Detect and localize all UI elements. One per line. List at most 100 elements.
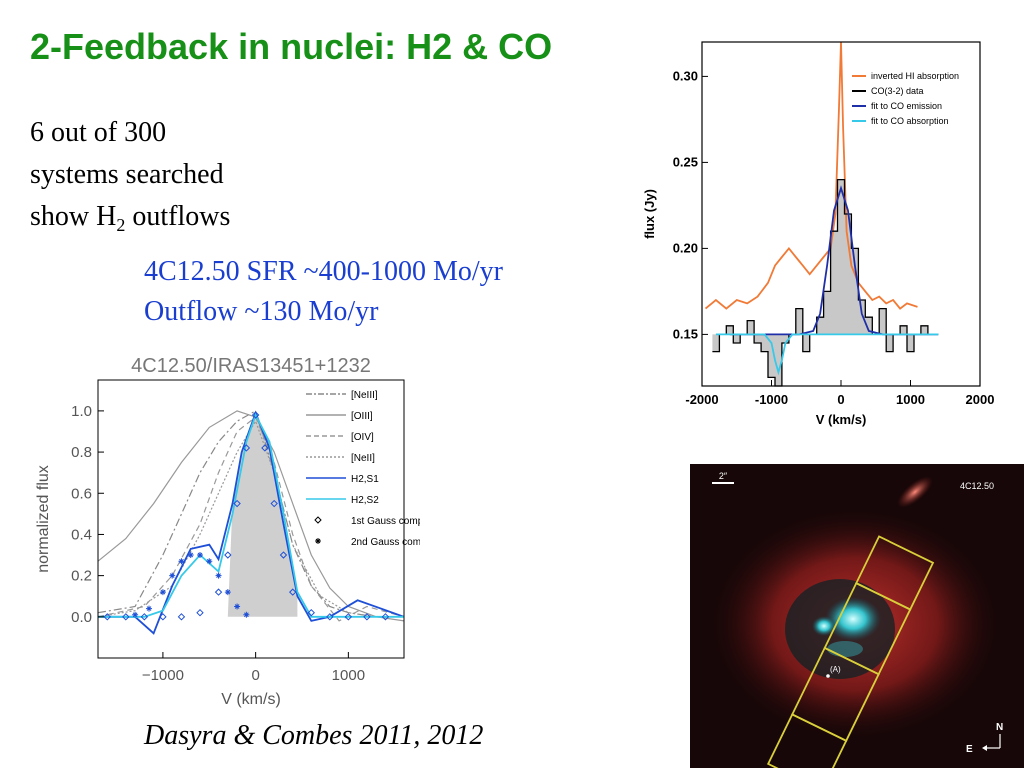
co-legend-label-2: fit to CO emission (871, 101, 942, 111)
h2-star-marker (159, 589, 166, 596)
co-x-tick-label-3: 1000 (896, 392, 925, 407)
h2-star-marker (132, 611, 139, 618)
co-x-tick-label-0: -2000 (685, 392, 718, 407)
intro-line-2: systems searched (30, 159, 224, 190)
scale-label: 2″ (719, 471, 728, 481)
h2-legend-label-5: H2,S2 (351, 495, 379, 506)
h2-diamond-marker (122, 613, 130, 621)
co-x-tick-label-4: 2000 (966, 392, 995, 407)
cyan-tail (827, 641, 863, 657)
intro-text: 6 out of 300 systems searched show H2 ou… (30, 112, 230, 246)
h2-series-line-5 (98, 412, 404, 618)
h2-y-tick-label-5: 1.0 (71, 403, 92, 420)
co-series-line-0 (704, 41, 918, 310)
h2-diamond-marker (177, 613, 186, 621)
intro-line-3-a: show H (30, 201, 117, 232)
co-legend-label-3: fit to CO absorption (871, 116, 949, 126)
citation: Dasyra & Combes 2011, 2012 (144, 720, 484, 751)
north-label: N (996, 722, 1003, 733)
source-stats: 4C12.50 SFR ~400-1000 Mo/yr Outflow ~130… (144, 252, 503, 332)
co-spectrum-chart: -2000 -1000 0 1000 2000 0.15 0.20 0.25 0.30 V (km… (642, 41, 995, 427)
h2-diamond-marker (224, 551, 232, 559)
h2-star-marker (187, 552, 194, 559)
h2-legend-label-2: [OIV] (351, 432, 374, 443)
h2-diamond-marker (279, 551, 288, 559)
h2-star-marker (215, 572, 222, 579)
h2-x-tick-label-1: 0 (251, 667, 259, 684)
h2-star-marker (206, 558, 213, 565)
h2-diamond-marker (326, 613, 334, 621)
h2-y-tick-label-0: 0.0 (71, 609, 92, 626)
h2-star-marker (234, 603, 241, 610)
h2-plot-frame (97, 379, 405, 659)
intro-line-1: 6 out of 300 (30, 117, 167, 148)
h2-star-marker (243, 611, 250, 618)
co-legend-label-1: CO(3-2) data (871, 86, 924, 96)
h2-y-axis-label: normalized flux (35, 465, 52, 573)
sfr-line: 4C12.50 SFR ~400-1000 Mo/yr (144, 256, 503, 287)
co-data-fill (712, 179, 935, 386)
co-x-axis-label: V (km/s) (816, 412, 867, 427)
h2-diamond-marker (233, 499, 241, 508)
h2-chart-title: 4C12.50/IRAS13451+1232 (131, 355, 371, 377)
east-label: E (966, 744, 973, 755)
h2-diamond-marker (307, 608, 315, 617)
co-series-line-3 (715, 333, 939, 376)
intro-line-3-b: outflows (125, 201, 231, 232)
h2-diamond-marker (159, 613, 167, 621)
co-x-tick-label-2: 0 (837, 392, 844, 407)
h2-legend-label-7: 2nd Gauss comp. (351, 537, 420, 548)
cyan-nucleus (825, 597, 881, 641)
co-y-tick-label-1: 0.20 (673, 240, 698, 255)
slit-boxes (766, 535, 935, 768)
h2-star-marker (169, 572, 176, 579)
h2-profile-chart: −1000 0 1000 0.0 0.2 0.4 0.6 0.8 1.0 4C12.50/IRAS… (35, 355, 420, 708)
h2-diamond-marker (261, 444, 269, 452)
h2-shaded-area (227, 412, 298, 617)
co-x-tick-label-1: -1000 (755, 392, 788, 407)
h2-diamond-marker (344, 613, 353, 621)
intro-subscript: 2 (116, 215, 126, 235)
h2-x-axis-label: V (km/s) (221, 691, 281, 708)
h2-diamond-marker (242, 444, 251, 452)
h2-legend-swatch-7 (315, 538, 321, 544)
h2-legend-label-3: [NeII] (351, 453, 375, 464)
h2-y-tick-label-3: 0.6 (71, 485, 92, 502)
east-arrowhead (982, 745, 987, 751)
co-legend-label-0: inverted HI absorption (871, 71, 959, 81)
h2-diamond-marker (251, 411, 260, 419)
source-label: 4C12.50 (960, 481, 994, 491)
h2-diamond-marker (140, 613, 149, 621)
co-series-line-2 (729, 185, 939, 336)
h2-star-marker (224, 589, 231, 596)
co-y-tick-label-2: 0.25 (673, 154, 698, 169)
co-y-tick-label-0: 0.15 (673, 326, 698, 341)
h2-diamond-marker (381, 613, 390, 621)
h2-star-marker (197, 552, 203, 559)
h2-x-tick-label-2: 1000 (332, 667, 365, 684)
h2-star-marker (178, 558, 185, 565)
intro-line-3: show H2 outflows (30, 196, 230, 246)
h2-legend-label-1: [OIII] (351, 411, 373, 422)
h2-diamond-marker (270, 499, 278, 508)
red-blob (897, 476, 933, 508)
marker-label: (A) (830, 665, 841, 674)
h2-diamond-marker (289, 588, 297, 596)
h2-legend-label-4: H2,S1 (351, 474, 379, 485)
slide-title: 2-Feedback in nuclei: H2 & CO (30, 26, 553, 67)
h2-x-tick-label-0: −1000 (142, 667, 184, 684)
h2-diamond-marker (103, 613, 111, 621)
slit-box-4 (766, 713, 848, 768)
h2-legend-label-0: [NeIII] (351, 390, 378, 401)
co-series-line-1 (712, 178, 935, 387)
h2-y-tick-label-1: 0.2 (71, 568, 92, 585)
astro-image: 2″ 4C12.50 (A) N E (690, 464, 1024, 768)
h2-series-line-4 (98, 410, 405, 635)
co-y-tick-label-3: 0.30 (673, 68, 698, 83)
h2-series-line-0 (97, 410, 404, 618)
cyan-knot (812, 616, 836, 636)
h2-y-tick-label-4: 0.8 (71, 444, 92, 461)
h2-diamond-marker (196, 608, 204, 617)
h2-y-tick-label-2: 0.4 (71, 526, 92, 543)
co-y-axis-label: flux (Jy) (642, 189, 657, 239)
